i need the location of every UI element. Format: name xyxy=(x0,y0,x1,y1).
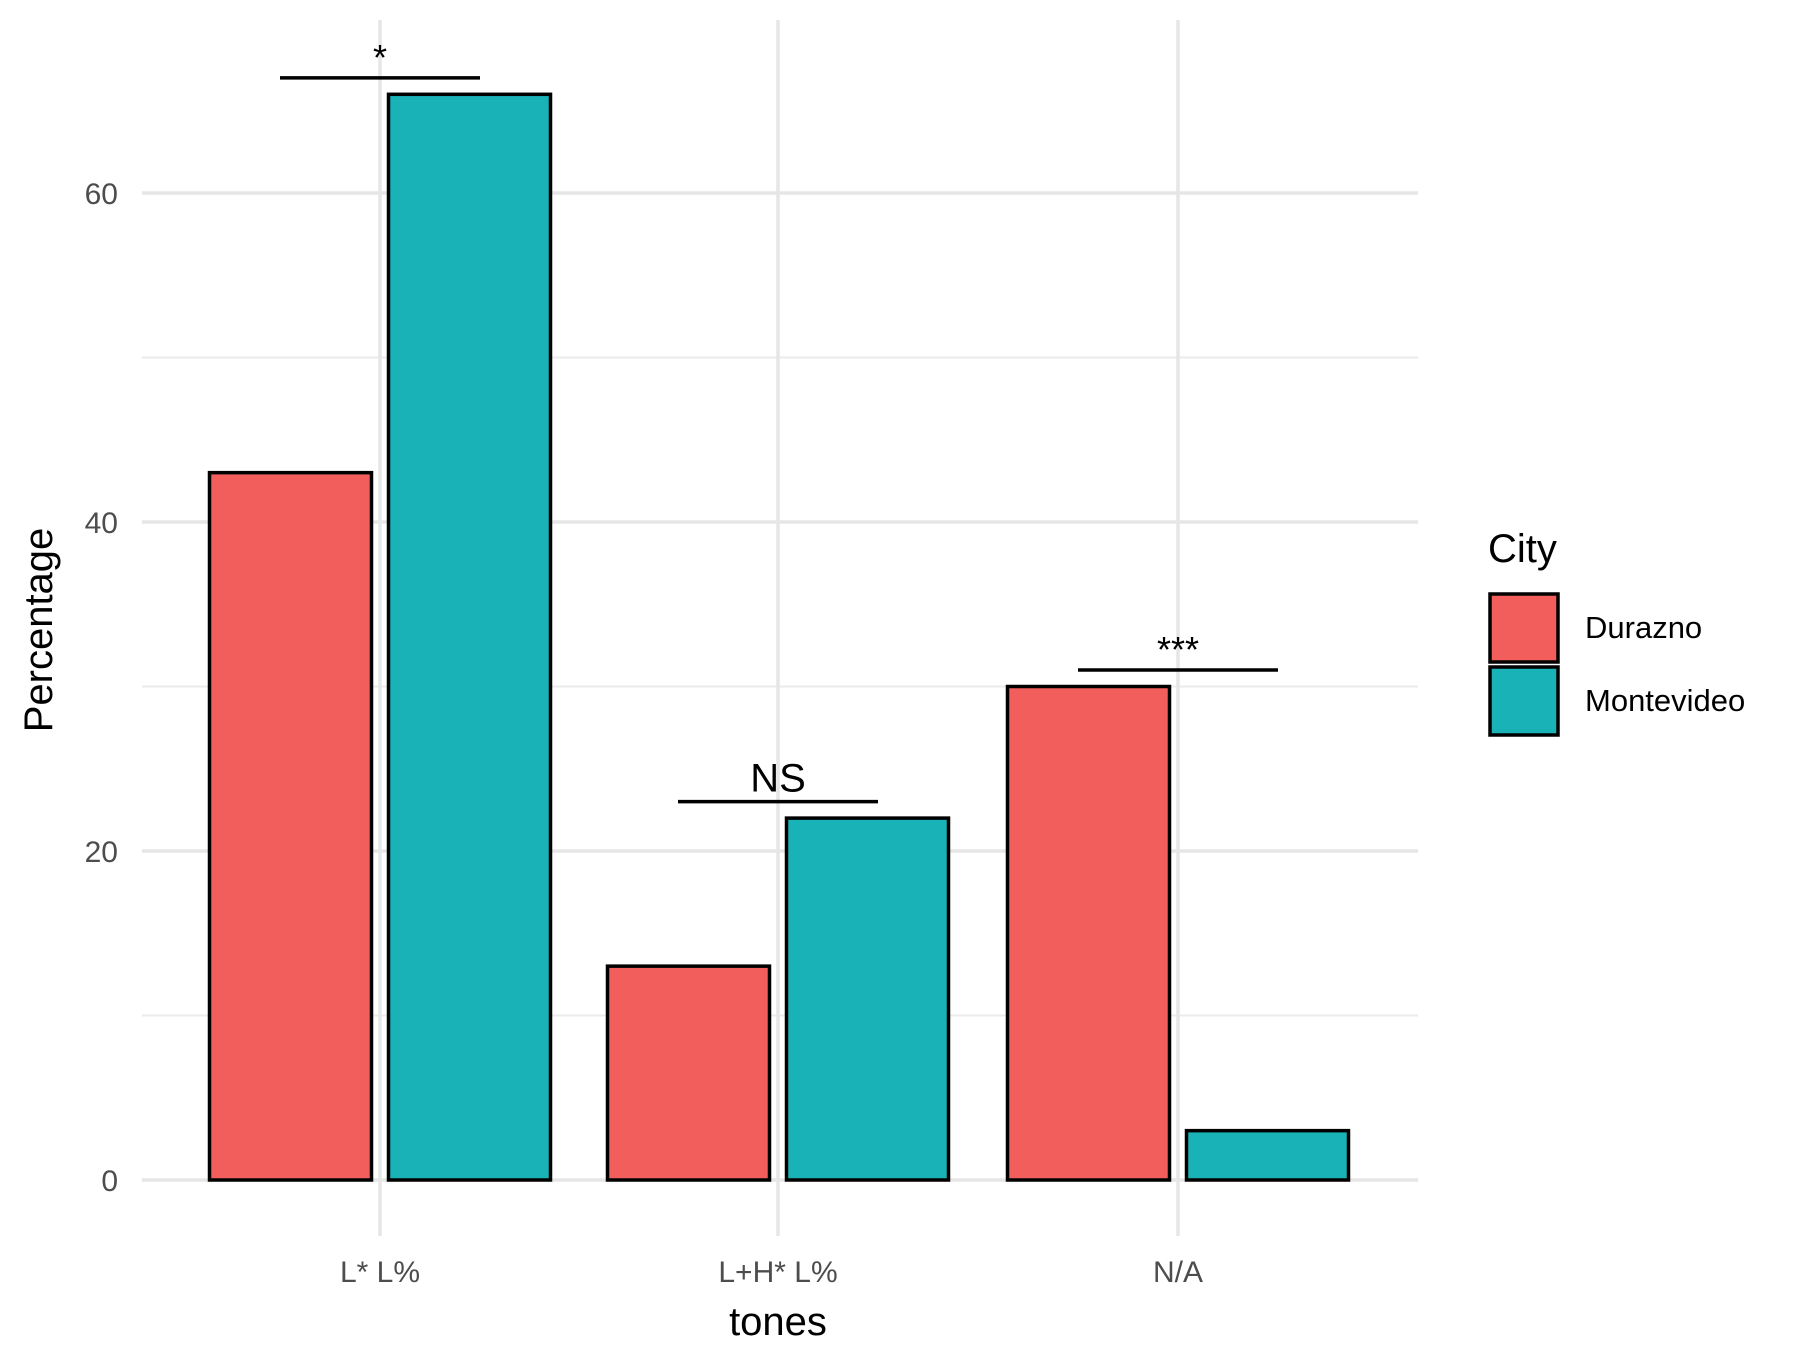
bar-durazno-1 xyxy=(207,470,374,1182)
bar-montevideo-2 xyxy=(784,816,951,1182)
legend-label-durazno: Durazno xyxy=(1585,610,1702,645)
bar-montevideo-1 xyxy=(386,92,553,1182)
significance-label: * xyxy=(373,37,387,78)
y-tick-label: 20 xyxy=(85,836,118,869)
y-axis-title: Percentage xyxy=(17,528,61,733)
x-tick-label: L* L% xyxy=(340,1256,420,1289)
legend-key-montevideo xyxy=(1488,665,1560,737)
legend-key-durazno xyxy=(1488,592,1560,664)
significance-label: *** xyxy=(1157,629,1199,670)
significance-annotations: * NS *** xyxy=(280,37,1278,804)
bar-durazno-3 xyxy=(1005,684,1172,1182)
y-tick-label: 60 xyxy=(85,178,118,211)
x-axis-ticks: L* L% L+H* L% N/A xyxy=(340,1256,1203,1289)
y-axis-ticks: 0 20 40 60 xyxy=(85,178,118,1198)
y-tick-label: 40 xyxy=(85,507,118,540)
bar-montevideo-3 xyxy=(1184,1128,1351,1182)
significance-label: NS xyxy=(750,757,806,801)
bars xyxy=(207,92,1351,1182)
x-axis-title: tones xyxy=(729,1300,827,1344)
bar-durazno-2 xyxy=(605,964,772,1182)
legend-title: City xyxy=(1488,527,1557,571)
legend: City Durazno Montevideo xyxy=(1488,527,1745,737)
x-tick-label: N/A xyxy=(1153,1256,1203,1289)
legend-label-montevideo: Montevideo xyxy=(1585,683,1745,718)
y-tick-label: 0 xyxy=(101,1165,118,1198)
x-tick-label: L+H* L% xyxy=(718,1256,837,1289)
